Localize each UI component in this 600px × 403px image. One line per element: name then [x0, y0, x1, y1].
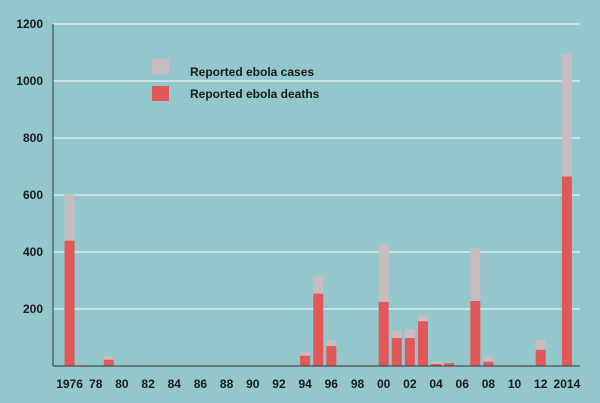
x-tick-label: 96: [325, 377, 339, 391]
x-tick-label: 06: [456, 377, 470, 391]
bar-deaths-2001: [391, 338, 402, 366]
legend: Reported ebola cases Reported ebola deat…: [152, 59, 320, 101]
bar-deaths-2003: [417, 321, 428, 366]
bar-deaths-2002: [404, 338, 415, 366]
x-tick-label: 04: [429, 377, 443, 391]
y-axis-ticks: 200 400 600 800 1000 1200: [16, 17, 43, 316]
y-tick-label: 1000: [16, 74, 43, 88]
bar-deaths-1994: [300, 355, 311, 366]
x-tick-label: 10: [508, 377, 522, 391]
legend-swatch-deaths: [152, 86, 169, 101]
y-tick-label: 600: [23, 188, 43, 202]
bar-deaths-1979: [103, 359, 114, 366]
bar-deaths-2014: [561, 176, 572, 366]
bar-cases-2004: [431, 361, 442, 366]
x-tick-label: 80: [115, 377, 129, 391]
bar-deaths-1995: [313, 293, 324, 366]
x-tick-label: 86: [194, 377, 208, 391]
y-tick-label: 200: [23, 302, 43, 316]
bar-deaths-1976: [64, 240, 75, 366]
x-tick-label: 00: [377, 377, 391, 391]
x-tick-label: 88: [220, 377, 234, 391]
x-tick-label: 08: [482, 377, 496, 391]
deaths-bars: [64, 176, 572, 367]
x-tick-label: 2014: [554, 377, 581, 391]
y-tick-label: 400: [23, 245, 43, 259]
x-tick-label: 82: [141, 377, 155, 391]
legend-swatch-cases: [152, 59, 169, 74]
y-tick-label: 800: [23, 131, 43, 145]
legend-label-deaths: Reported ebola deaths: [190, 87, 320, 101]
x-tick-label: 78: [89, 377, 103, 391]
x-tick-label: 90: [246, 377, 260, 391]
gridlines: [53, 23, 580, 310]
bar-deaths-2004: [431, 364, 442, 366]
bar-deaths-2012: [535, 349, 546, 366]
x-tick-label: 84: [168, 377, 182, 391]
x-tick-label: 12: [534, 377, 548, 391]
bar-deaths-2007: [470, 301, 481, 366]
x-tick-label: 92: [272, 377, 286, 391]
bar-deaths-1996: [326, 346, 337, 366]
bar-cases-2008: [483, 356, 494, 366]
x-tick-label: 94: [298, 377, 312, 391]
x-tick-label: 02: [403, 377, 417, 391]
x-axis-ticks: 1976 78 80 82 84 86 88 90 92 94 96 98 00 02 04 06 08 10 12…: [56, 377, 580, 391]
legend-label-cases: Reported ebola cases: [190, 65, 314, 79]
bar-deaths-2005: [444, 363, 455, 366]
x-tick-label: 1976: [56, 377, 83, 391]
bar-deaths-2000: [378, 301, 389, 366]
y-tick-label: 1200: [16, 17, 43, 31]
x-tick-label: 98: [351, 377, 365, 391]
bar-deaths-2008: [483, 361, 494, 366]
